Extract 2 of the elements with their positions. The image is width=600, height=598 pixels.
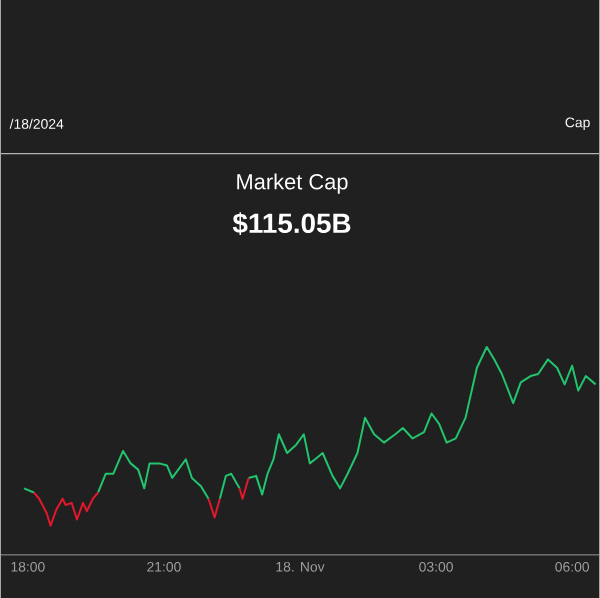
chart-subtitle: $115.05B [232, 211, 351, 235]
chart-title: Market Cap [237, 173, 348, 194]
